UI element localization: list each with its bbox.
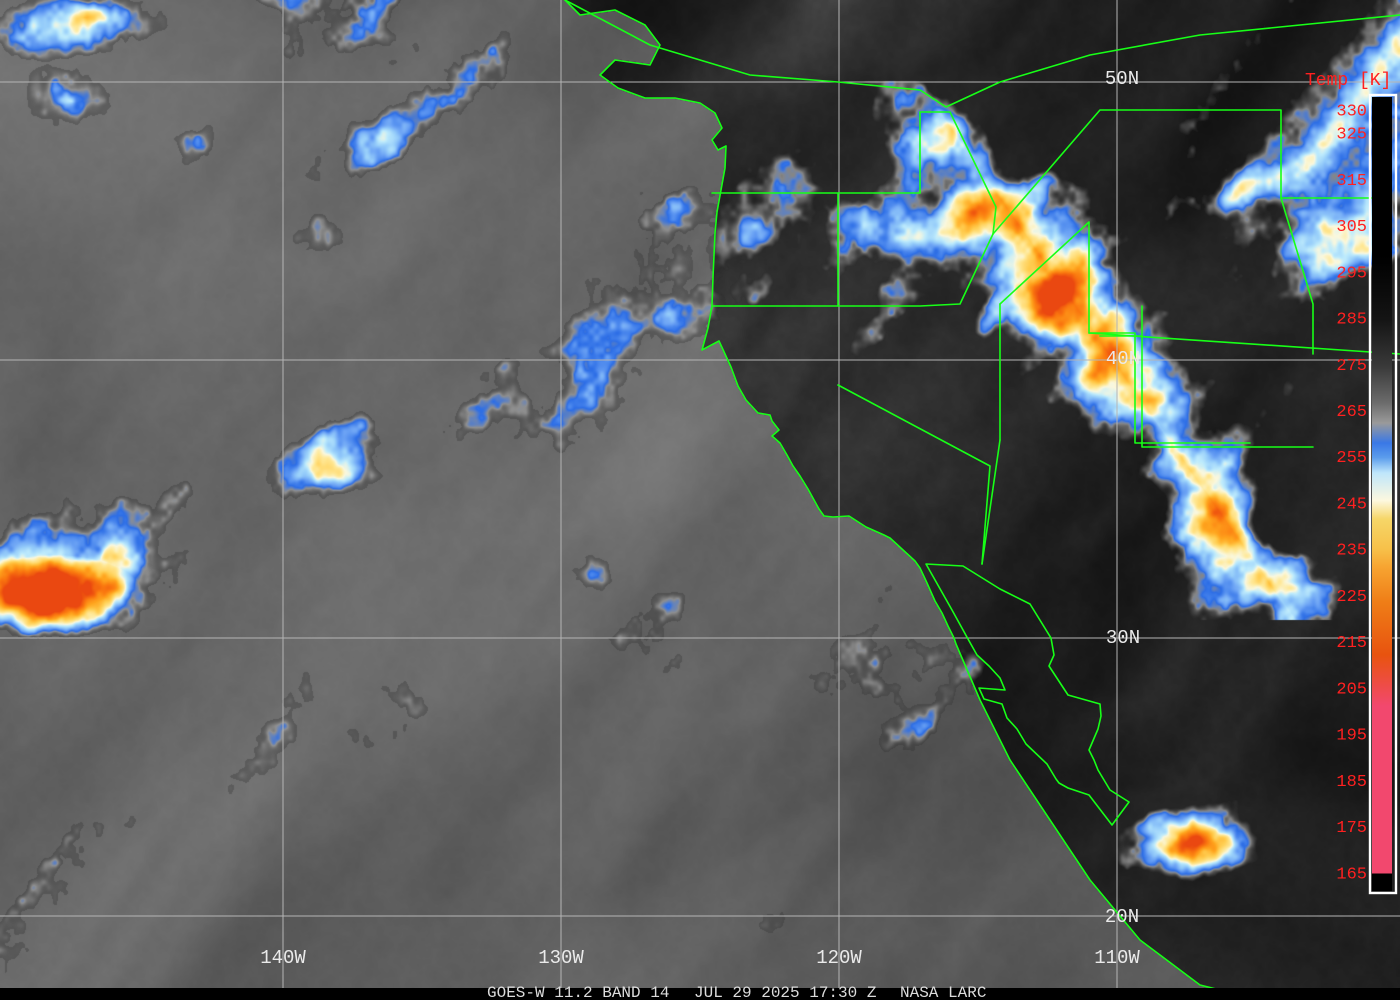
svg-text:215: 215 (1336, 634, 1367, 653)
svg-text:30N: 30N (1106, 627, 1140, 649)
svg-text:130W: 130W (538, 947, 584, 969)
svg-text:120W: 120W (816, 947, 862, 969)
svg-text:285: 285 (1336, 311, 1367, 330)
svg-text:NASA LARC: NASA LARC (900, 984, 986, 1000)
svg-text:140W: 140W (260, 947, 306, 969)
svg-text:195: 195 (1336, 727, 1367, 746)
svg-text:Temp [K]: Temp [K] (1305, 71, 1391, 91)
svg-text:235: 235 (1336, 542, 1367, 561)
svg-text:GOES-W 11.2 BAND 14: GOES-W 11.2 BAND 14 (487, 984, 669, 1000)
svg-text:225: 225 (1336, 588, 1367, 607)
svg-text:JUL 29 2025 17:30 Z: JUL 29 2025 17:30 Z (694, 984, 877, 1000)
svg-text:315: 315 (1336, 172, 1367, 191)
svg-text:305: 305 (1336, 218, 1367, 237)
svg-text:110W: 110W (1094, 947, 1140, 969)
svg-text:330: 330 (1336, 103, 1367, 122)
svg-text:165: 165 (1336, 865, 1367, 884)
svg-text:50N: 50N (1105, 68, 1139, 90)
svg-text:245: 245 (1336, 496, 1367, 515)
svg-text:175: 175 (1336, 819, 1367, 838)
svg-text:205: 205 (1336, 680, 1367, 699)
svg-text:185: 185 (1336, 773, 1367, 792)
svg-text:20N: 20N (1105, 906, 1139, 928)
svg-text:40N: 40N (1106, 348, 1140, 370)
svg-text:255: 255 (1336, 449, 1367, 468)
svg-text:275: 275 (1336, 357, 1367, 376)
svg-text:265: 265 (1336, 403, 1367, 422)
svg-text:325: 325 (1336, 126, 1367, 145)
svg-text:295: 295 (1336, 264, 1367, 283)
